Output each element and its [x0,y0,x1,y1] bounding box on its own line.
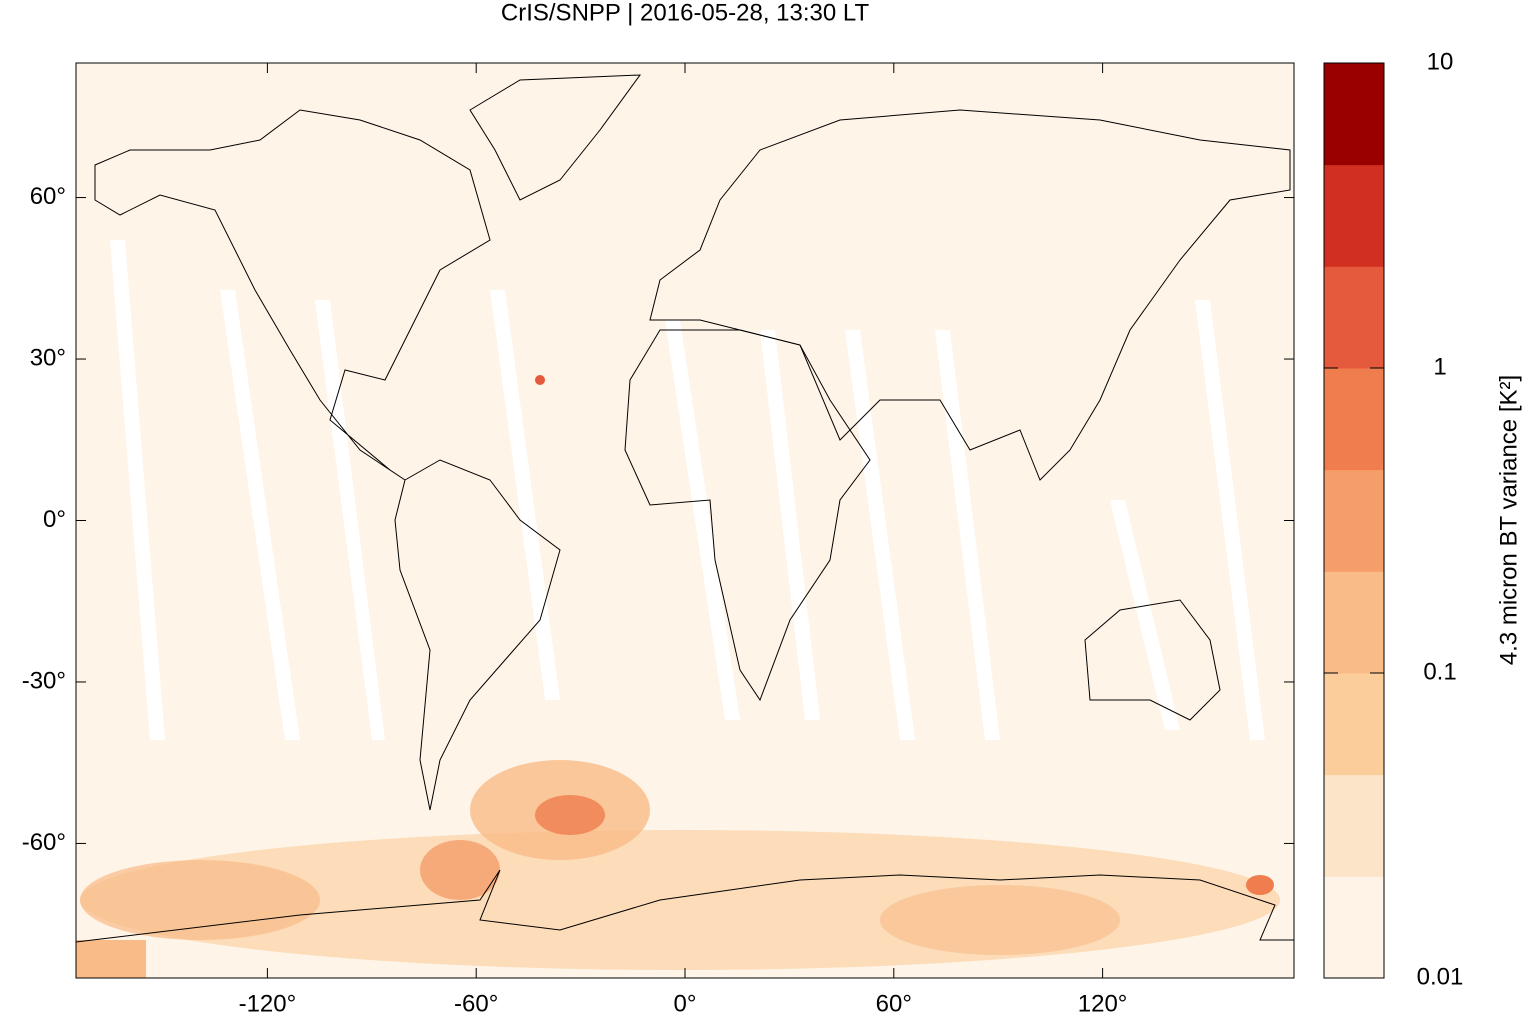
y-tick-label: -60° [22,829,66,856]
colorbar-band [1324,368,1384,471]
colorbar-band [1324,571,1384,674]
map-background [76,63,1294,978]
x-tick-label: -60° [454,990,498,1017]
x-tick-label: 120° [1078,990,1128,1017]
x-tick-label: 0° [674,990,697,1017]
map-title: CrIS/SNPP | 2016-05-28, 13:30 LT [501,0,870,26]
colorbar-tick-label: 10 [1427,48,1454,75]
x-tick-label: -120° [239,990,297,1017]
colorbar-band [1324,164,1384,267]
colorbar-label: 4.3 micron BT variance [K²] [1495,375,1522,665]
y-tick-label: 0° [43,506,66,533]
colorbar-tick-label: 1 [1433,353,1446,380]
colorbar-band [1324,876,1384,979]
colorbar-band [1324,266,1384,369]
colorbar-band [1324,774,1384,877]
colorbar-band [1324,673,1384,776]
colorbar-tick-label: 0.01 [1417,963,1464,990]
colorbar-tick-label: 0.1 [1423,658,1456,685]
y-tick-label: 60° [30,183,66,210]
y-tick-label: 30° [30,344,66,371]
colorbar-frame [1323,62,1385,979]
map-area [75,62,1295,979]
x-tick-label: 60° [876,990,912,1017]
coastlines [75,74,1294,943]
colorbar-band [1324,469,1384,572]
colorbar-band [1324,63,1384,166]
high-variance-areas [76,375,1280,978]
y-tick-label: -30° [22,667,66,694]
